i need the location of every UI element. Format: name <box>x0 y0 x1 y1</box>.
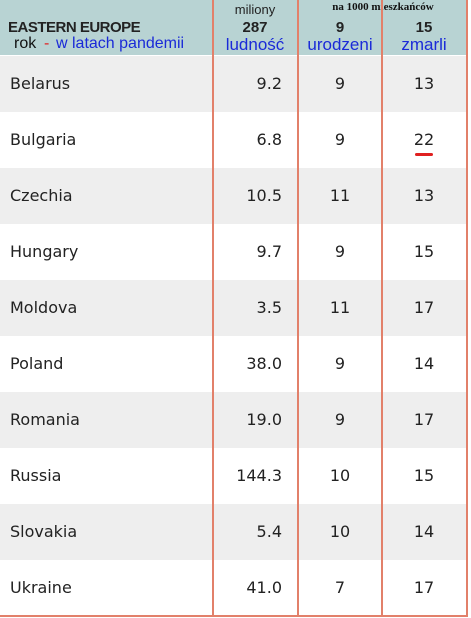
births: 9 <box>334 130 346 149</box>
population: 10.5 <box>246 186 282 205</box>
births: 11 <box>329 298 351 317</box>
table-row: Romania 19.0 9 17 <box>0 392 468 448</box>
deaths: 15 <box>413 466 435 485</box>
year-dash: - <box>44 35 50 52</box>
table-row: Poland 38.0 9 14 <box>0 336 468 392</box>
births: 9 <box>334 410 346 429</box>
table-row: Belarus 9.2 9 13 <box>0 56 468 112</box>
population: 41.0 <box>246 578 282 597</box>
country-name: Hungary <box>10 242 79 261</box>
column-divider <box>466 0 468 616</box>
births: 10 <box>329 522 351 541</box>
country-name: Belarus <box>10 74 71 93</box>
column-divider <box>212 0 214 616</box>
column-year: 9 <box>335 19 345 36</box>
deaths: 17 <box>413 298 435 317</box>
table-row: Hungary 9.7 9 15 <box>0 224 468 280</box>
country-name: Ukraine <box>10 578 72 597</box>
column-year: 287 <box>242 19 268 36</box>
year-note: w latach pandemii <box>56 35 185 52</box>
table-row: Bulgaria 6.8 9 22 <box>0 112 468 168</box>
deaths: 13 <box>413 186 435 205</box>
population: 5.4 <box>256 522 282 541</box>
year-label: rok <box>14 35 37 52</box>
bottom-border <box>0 615 468 617</box>
population: 6.8 <box>256 130 282 149</box>
per-1000-label: na 1000 mieszkańców <box>332 1 434 13</box>
deaths: 13 <box>413 74 435 93</box>
births: 7 <box>334 578 346 597</box>
column-unit: miliony <box>234 2 276 17</box>
population: 144.3 <box>236 466 282 485</box>
table-row: Moldova 3.5 11 17 <box>0 280 468 336</box>
column-label: ludność <box>225 35 285 54</box>
births: 9 <box>334 74 346 93</box>
region-title: EASTERN EUROPE <box>8 19 141 36</box>
population: 3.5 <box>256 298 282 317</box>
table-row: Czechia 10.5 11 13 <box>0 168 468 224</box>
table-row: Russia 144.3 10 15 <box>0 448 468 504</box>
column-label: urodzeni <box>307 35 373 54</box>
column-divider <box>297 0 299 616</box>
table-row: Ukraine 41.0 7 17 <box>0 560 468 616</box>
country-name: Moldova <box>10 298 78 317</box>
population: 9.7 <box>256 242 282 261</box>
header-row <box>0 0 468 55</box>
deaths: 15 <box>413 242 435 261</box>
deaths: 22 <box>413 130 435 149</box>
column-label: zmarli <box>401 35 447 54</box>
column-year: 15 <box>415 19 433 36</box>
country-name: Russia <box>10 466 62 485</box>
population: 38.0 <box>246 354 282 373</box>
country-name: Bulgaria <box>10 130 77 149</box>
population: 9.2 <box>256 74 282 93</box>
births: 10 <box>329 466 351 485</box>
births: 11 <box>329 186 351 205</box>
deaths: 14 <box>413 354 435 373</box>
population: 19.0 <box>246 410 282 429</box>
country-name: Slovakia <box>10 522 78 541</box>
country-name: Poland <box>10 354 64 373</box>
deaths: 14 <box>413 522 435 541</box>
column-divider <box>381 0 383 616</box>
highlight-underline <box>415 153 433 156</box>
deaths: 17 <box>413 578 435 597</box>
deaths: 17 <box>413 410 435 429</box>
table-row: Slovakia 5.4 10 14 <box>0 504 468 560</box>
country-name: Czechia <box>10 186 73 205</box>
country-name: Romania <box>10 410 80 429</box>
births: 9 <box>334 354 346 373</box>
births: 9 <box>334 242 346 261</box>
